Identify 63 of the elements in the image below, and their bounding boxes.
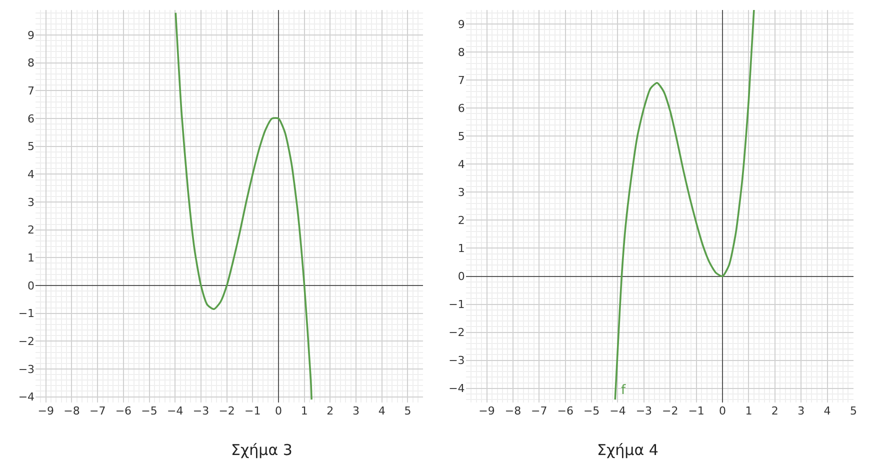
x-tick-label: 2 — [771, 404, 778, 418]
x-tick-label: −5 — [583, 404, 600, 418]
x-tick-label: 0 — [719, 404, 726, 418]
x-tick-label: −3 — [192, 404, 210, 418]
x-tick-label: −6 — [557, 404, 574, 418]
x-tick-label: −7 — [531, 404, 548, 418]
y-tick-label: 5 — [28, 140, 35, 154]
y-tick-label: −4 — [18, 390, 35, 404]
x-tick-label: −5 — [141, 404, 158, 418]
x-tick-label: 3 — [798, 404, 805, 418]
x-tick-label: 4 — [378, 404, 386, 418]
y-tick-label: 3 — [458, 186, 465, 200]
y-tick-label: 6 — [458, 102, 465, 115]
y-tick-label: 8 — [28, 56, 35, 70]
y-tick-label: −2 — [18, 335, 35, 348]
x-tick-label: −8 — [504, 404, 522, 418]
y-tick-label: −4 — [448, 382, 465, 396]
x-tick-label: −9 — [478, 404, 495, 418]
x-tick-label: −4 — [610, 404, 626, 418]
text: Σχήμα 3 — [231, 441, 292, 459]
y-tick-label: 9 — [458, 18, 465, 31]
series-label: f — [621, 383, 626, 398]
x-tick-label: −7 — [89, 404, 106, 418]
line-series — [614, 10, 755, 400]
x-tick-label: 1 — [300, 404, 308, 418]
y-tick-label: 7 — [458, 74, 465, 87]
x-tick-label: 5 — [404, 404, 412, 418]
x-tick-label: −2 — [662, 404, 678, 418]
y-tick-label: −3 — [18, 362, 35, 376]
y-tick-label: 1 — [458, 242, 465, 256]
x-tick-label: −3 — [636, 404, 652, 418]
y-tick-label: 7 — [28, 84, 35, 98]
y-tick-label: 4 — [458, 158, 465, 171]
y-tick-label: 6 — [28, 112, 35, 126]
y-tick-label: 2 — [28, 224, 35, 237]
y-tick-label: 5 — [458, 130, 465, 143]
x-tick-label: −9 — [38, 404, 54, 418]
x-tick-label: 1 — [745, 404, 752, 418]
y-tick-label: 2 — [458, 214, 465, 228]
text: Σχήμα 4 — [597, 441, 658, 459]
x-tick-label: −8 — [64, 404, 80, 418]
y-tick-label: 4 — [28, 168, 35, 182]
y-tick-label: 0 — [28, 279, 35, 292]
x-tick-label: 2 — [326, 404, 334, 418]
x-tick-label: −2 — [218, 404, 235, 418]
y-tick-label: −1 — [448, 298, 465, 312]
x-tick-label: 4 — [824, 404, 831, 418]
y-tick-label: −2 — [448, 326, 465, 340]
y-tick-label: 8 — [458, 46, 465, 59]
x-tick-label: 3 — [352, 404, 360, 418]
line-series — [174, 12, 312, 400]
x-tick-label: −1 — [244, 404, 261, 418]
y-tick-label: 3 — [28, 196, 35, 209]
y-tick-label: 1 — [28, 252, 35, 265]
x-tick-label: 0 — [274, 404, 282, 418]
x-tick-label: 5 — [850, 404, 857, 418]
y-tick-label: 0 — [458, 270, 465, 284]
x-tick-label: −1 — [688, 404, 704, 418]
y-tick-label: 9 — [28, 28, 35, 42]
x-tick-label: −4 — [167, 404, 184, 418]
y-tick-label: −1 — [18, 307, 35, 320]
y-tick-label: −3 — [448, 354, 465, 368]
x-tick-label: −6 — [115, 404, 132, 418]
